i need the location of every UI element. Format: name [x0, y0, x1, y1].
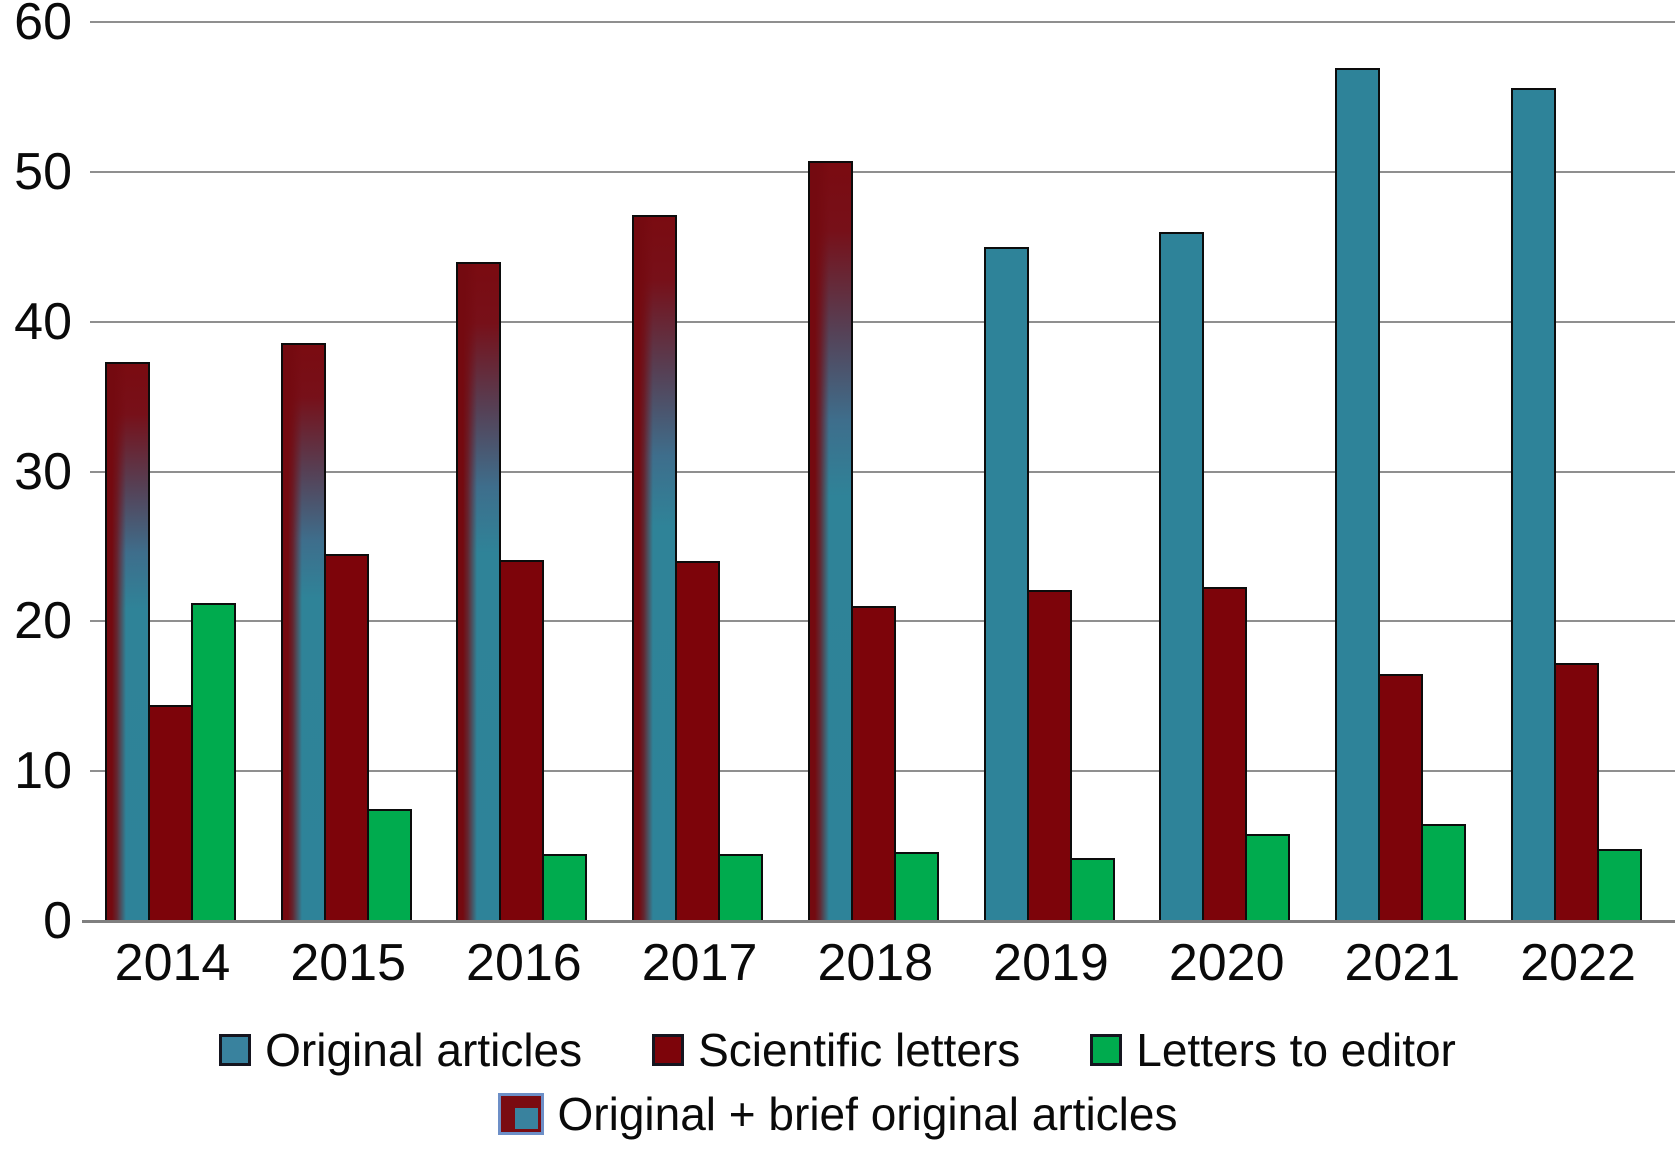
bar-group-2018 [807, 22, 943, 921]
gridline-y30 [90, 470, 1675, 473]
gridline-y50 [90, 170, 1675, 173]
x-axis-label-2021: 2021 [1344, 934, 1461, 992]
legend-item: Original articles [219, 1023, 582, 1077]
bar-group-2019 [983, 22, 1119, 921]
legend-swatch-inner [514, 1108, 539, 1130]
legend-item: Letters to editor [1090, 1023, 1456, 1077]
legend-swatch-green-icon [1090, 1034, 1123, 1066]
bar-group-2020 [1159, 22, 1294, 921]
bar-letters-to-editor [1596, 849, 1642, 921]
bar-letters-to-editor [366, 809, 412, 921]
legend-label: Original articles [265, 1024, 583, 1076]
bar-letters-to-editor [191, 603, 236, 921]
legend: Original articles Scientific letters Lette… [0, 1018, 1675, 1146]
bar-group-2016 [456, 22, 591, 921]
x-axis-label-2020: 2020 [1168, 934, 1285, 992]
bar-letters-to-editor [893, 852, 939, 921]
legend-row-2: Original + brief original articles [0, 1082, 1675, 1146]
gridline-y40 [90, 320, 1675, 323]
x-axis-label-2022: 2022 [1520, 934, 1636, 992]
x-axis-label-2015: 2015 [290, 934, 407, 992]
bar-letters-to-editor [1420, 824, 1466, 921]
bar-scientific-letters [1026, 590, 1072, 921]
bar-group-2022 [1510, 22, 1646, 921]
bar-original-plus-brief [105, 362, 150, 921]
y-axis-label-0: 0 [43, 892, 72, 950]
legend-label: Original + brief original articles [557, 1088, 1178, 1140]
bar-letters-to-editor [1245, 834, 1291, 921]
legend-row-1: Original articles Scientific letters Lette… [0, 1018, 1675, 1082]
bar-scientific-letters [499, 560, 545, 921]
bar-original-plus-brief [456, 262, 502, 921]
x-axis-label-2016: 2016 [466, 934, 582, 992]
bar-group-2021 [1334, 22, 1470, 921]
legend-item: Original + brief original articles [497, 1087, 1178, 1141]
bar-scientific-letters [148, 705, 193, 921]
x-axis-label-2017: 2017 [641, 934, 758, 992]
x-axis-label-2014: 2014 [114, 934, 231, 992]
bar-scientific-letters [675, 561, 721, 921]
legend-swatch-teal-icon [219, 1034, 252, 1066]
bar-scientific-letters [1377, 674, 1423, 921]
bar-scientific-letters [850, 606, 896, 921]
bar-group-2014 [105, 22, 240, 921]
bar-original-plus-brief [807, 161, 853, 921]
bar-original-articles [1159, 232, 1205, 921]
bar-scientific-letters [1202, 587, 1248, 921]
bar-original-articles [1510, 88, 1556, 921]
x-axis-line [82, 920, 1675, 923]
legend-label: Letters to editor [1136, 1024, 1456, 1076]
plot-area [82, 21, 1675, 923]
bar-letters-to-editor [1069, 858, 1115, 921]
y-axis-label-40: 40 [14, 292, 72, 351]
bar-scientific-letters [1553, 663, 1599, 921]
y-axis-label-10: 10 [14, 742, 72, 801]
legend-item: Scientific letters [652, 1023, 1020, 1077]
y-axis-label-30: 30 [14, 442, 72, 501]
legend-swatch-original-plus-brief-icon [497, 1093, 544, 1135]
legend-label: Scientific letters [698, 1024, 1021, 1076]
bar-group-2017 [632, 22, 767, 921]
x-axis-label-2019: 2019 [993, 934, 1109, 992]
y-axis-label-60: 60 [14, 0, 72, 51]
bar-letters-to-editor [542, 854, 588, 921]
bar-original-plus-brief [280, 343, 326, 921]
bar-group-2015 [280, 22, 416, 921]
y-axis-label-20: 20 [14, 592, 72, 651]
y-axis-label-50: 50 [14, 142, 72, 201]
bar-scientific-letters [323, 554, 369, 921]
bar-original-plus-brief [632, 215, 678, 921]
x-axis-label-2018: 2018 [817, 934, 934, 992]
bar-letters-to-editor [718, 854, 764, 921]
bar-original-articles [983, 247, 1029, 921]
gridline-y60 [90, 21, 1675, 23]
bar-original-articles [1334, 68, 1380, 921]
legend-swatch-red-icon [652, 1034, 685, 1066]
